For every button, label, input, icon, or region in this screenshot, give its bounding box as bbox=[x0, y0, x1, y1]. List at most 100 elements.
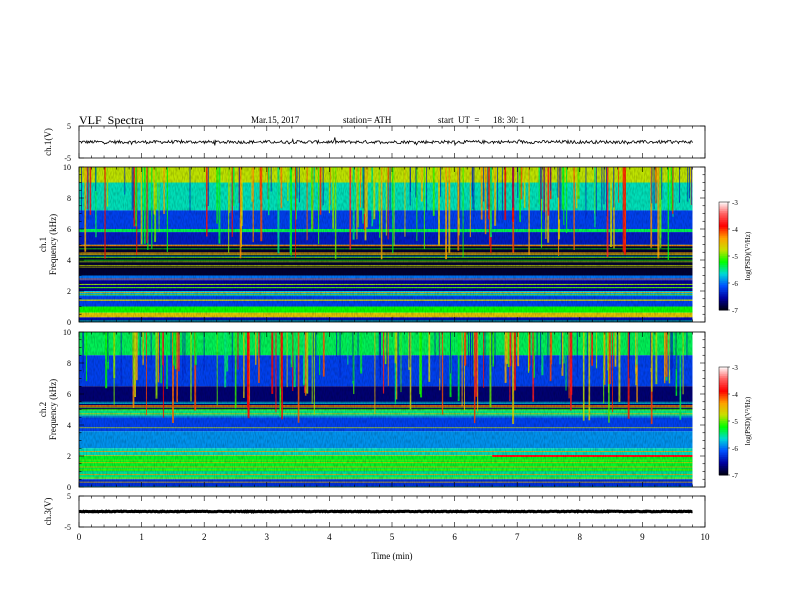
colorbar-step bbox=[719, 467, 728, 471]
ch3-waveform-trace bbox=[78, 509, 693, 514]
colorbar-step bbox=[719, 283, 728, 286]
colorbar-step bbox=[719, 252, 728, 255]
colorbar-step bbox=[719, 241, 728, 244]
colorbar-step bbox=[719, 257, 728, 261]
colorbar-step bbox=[719, 451, 728, 454]
ch2-spectrogram-ylabel-channel: ch.2 bbox=[38, 402, 48, 417]
colorbar-step bbox=[719, 302, 728, 306]
colorbar-step bbox=[719, 254, 728, 257]
colorbar-step bbox=[719, 225, 728, 228]
colorbar-step bbox=[719, 421, 728, 424]
y-tick-label: 10 bbox=[63, 328, 71, 337]
colorbar-step bbox=[719, 232, 728, 235]
ch1-waveform-ylabel: ch.1(V) bbox=[43, 128, 53, 156]
colorbar-step bbox=[719, 386, 728, 390]
spectro-speckle bbox=[79, 332, 693, 487]
colorbar-step bbox=[719, 230, 728, 234]
colorbar-step bbox=[719, 306, 728, 309]
colorbar-step bbox=[719, 376, 728, 379]
colorbar-step bbox=[719, 286, 728, 289]
colorbar-step bbox=[719, 419, 728, 422]
colorbar-step bbox=[719, 412, 728, 415]
start-ut-value: 18: 30: 1 bbox=[493, 115, 526, 125]
colorbar-step bbox=[719, 374, 728, 377]
colorbar-step bbox=[719, 234, 728, 237]
y-tick-label: 5 bbox=[67, 122, 71, 131]
colorbar-step bbox=[719, 433, 728, 436]
colorbar-step bbox=[719, 209, 728, 212]
y-tick-label: 4 bbox=[67, 256, 71, 265]
ch1-spectrogram-colorbar bbox=[718, 201, 730, 311]
y-tick-label: 2 bbox=[67, 287, 71, 296]
colorbar-step bbox=[719, 367, 728, 370]
colorbar-step bbox=[719, 238, 728, 241]
start-ut-label: start UT = bbox=[438, 115, 480, 125]
colorbar-step bbox=[719, 388, 728, 391]
ch1-spectrogram-image bbox=[79, 167, 693, 322]
colorbar-step bbox=[719, 292, 728, 295]
colorbar-step bbox=[719, 439, 728, 442]
colorbar-step bbox=[719, 297, 728, 300]
colorbar-tick-label: -3 bbox=[732, 364, 738, 372]
colorbar-step bbox=[719, 281, 728, 284]
colorbar-step bbox=[719, 220, 728, 223]
y-tick-label: -5 bbox=[64, 154, 71, 163]
colorbar-step bbox=[719, 413, 728, 417]
colorbar-step bbox=[719, 245, 728, 248]
colorbar-step bbox=[719, 256, 728, 259]
colorbar-step bbox=[719, 415, 728, 418]
chart-title: VLF Spectra bbox=[79, 113, 144, 127]
y-tick-label: 6 bbox=[67, 225, 71, 234]
ch1-waveform-trace bbox=[78, 137, 693, 147]
colorbar-label: log(PSD)(V²/Hz) bbox=[744, 231, 752, 280]
colorbar-step bbox=[719, 229, 728, 232]
ch1-spectrogram-ylabel-freq: Frequency (kHz) bbox=[48, 214, 58, 275]
colorbar-step bbox=[719, 435, 728, 438]
x-tick-label: 1 bbox=[139, 532, 144, 542]
colorbar-step bbox=[719, 270, 728, 273]
colorbar-step bbox=[719, 430, 728, 433]
ch2-spectrogram-colorbar bbox=[718, 366, 730, 476]
colorbar-step bbox=[719, 379, 728, 382]
x-tick-label: 10 bbox=[701, 532, 711, 542]
colorbar-tick-label: -7 bbox=[732, 472, 738, 480]
colorbar-step bbox=[719, 471, 728, 474]
colorbar-tick-label: -5 bbox=[732, 418, 738, 426]
colorbar-step bbox=[719, 462, 728, 465]
colorbar-step bbox=[719, 469, 728, 472]
colorbar-step bbox=[719, 284, 728, 288]
colorbar-step bbox=[719, 274, 728, 277]
x-tick-label: 6 bbox=[452, 532, 457, 542]
x-tick-label: 2 bbox=[202, 532, 207, 542]
colorbar-step bbox=[719, 424, 728, 427]
colorbar-step bbox=[719, 457, 728, 460]
colorbar-step bbox=[719, 390, 728, 393]
colorbar-step bbox=[719, 243, 728, 246]
colorbar-step bbox=[719, 428, 728, 431]
y-tick-label: 8 bbox=[67, 194, 71, 203]
colorbar-step bbox=[719, 437, 728, 440]
colorbar-step bbox=[719, 277, 728, 280]
colorbar-step bbox=[719, 448, 728, 451]
colorbar-step bbox=[719, 399, 728, 402]
colorbar-tick-label: -7 bbox=[732, 307, 738, 315]
colorbar-step bbox=[719, 408, 728, 411]
colorbar-step bbox=[719, 404, 728, 408]
colorbar-step bbox=[719, 236, 728, 239]
station-label: station= ATH bbox=[343, 115, 392, 125]
colorbar-step bbox=[719, 466, 728, 469]
colorbar-step bbox=[719, 431, 728, 435]
colorbar-step bbox=[719, 205, 728, 208]
y-tick-label: 4 bbox=[67, 421, 71, 430]
colorbar-tick-label: -4 bbox=[732, 391, 738, 399]
colorbar-step bbox=[719, 449, 728, 453]
colorbar-step bbox=[719, 218, 728, 221]
date-label: Mar.15, 2017 bbox=[251, 115, 300, 125]
colorbar-step bbox=[719, 250, 728, 253]
y-tick-label: 8 bbox=[67, 359, 71, 368]
colorbar-step bbox=[719, 295, 728, 298]
colorbar-step bbox=[719, 394, 728, 397]
colorbar-step bbox=[719, 370, 728, 373]
colorbar-step bbox=[719, 395, 728, 399]
